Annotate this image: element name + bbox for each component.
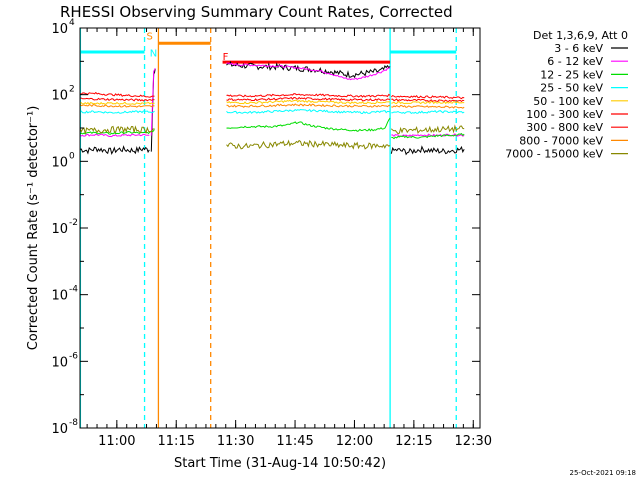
x-tick-label: 11:00 — [98, 434, 135, 449]
series-line — [390, 124, 465, 135]
series-line — [391, 132, 465, 140]
series-line — [226, 117, 391, 132]
y-tick-exponent: 0 — [69, 151, 75, 161]
series-line — [226, 62, 391, 81]
x-tick-label: 12:15 — [395, 434, 432, 449]
chart-title: RHESSI Observing Summary Count Rates, Co… — [60, 3, 453, 21]
series-line — [226, 99, 391, 105]
series-12-25kev — [79, 117, 465, 140]
series-line — [226, 93, 391, 98]
overlay-label: S — [147, 32, 153, 43]
legend-label: 50 - 100 keV — [533, 95, 603, 108]
y-tick-exponent: 4 — [69, 18, 75, 28]
legend-label: 12 - 25 keV — [540, 68, 603, 81]
legend-header: Det 1,3,6,9, Att 0 — [533, 29, 628, 42]
x-tick-label: 12:00 — [336, 434, 373, 449]
series-line — [391, 104, 465, 109]
legend-label: 7000 - 15000 keV — [505, 148, 603, 161]
legend-label: 6 - 12 keV — [547, 55, 603, 68]
series-3-6kev — [79, 61, 465, 156]
legend-label: 800 - 7000 keV — [519, 134, 603, 147]
series-100-300kev — [79, 91, 465, 100]
legend-label: 25 - 50 keV — [540, 82, 603, 95]
series-line — [150, 68, 156, 136]
x-tick-label: 11:45 — [276, 434, 313, 449]
x-axis-label: Start Time (31-Aug-14 10:50:42) — [174, 456, 386, 471]
series-line — [79, 91, 155, 98]
series-line — [79, 145, 150, 155]
series-line — [226, 61, 391, 79]
series-line — [79, 97, 155, 102]
series-line — [226, 139, 391, 150]
series-line — [79, 110, 155, 114]
overlay-label: N — [150, 48, 157, 59]
series-line — [390, 94, 465, 100]
series-25-50kev — [79, 108, 465, 115]
series-300-800kev — [79, 96, 465, 103]
y-tick-exponent: -8 — [69, 418, 78, 428]
y-tick-label: 10 — [51, 222, 68, 237]
y-tick-label: 10 — [51, 22, 68, 37]
plot-frame — [79, 27, 481, 429]
y-tick-label: 10 — [51, 155, 68, 170]
overlay-label: F — [223, 52, 229, 63]
timestamp: 25-Oct-2021 09:18 — [570, 469, 636, 477]
x-axis-ticks: 11:00 11:15 11:30 11:45 12:00 12:15 12:30 — [86, 28, 492, 449]
series-line — [226, 96, 391, 102]
series-line — [79, 129, 155, 135]
series-layer — [79, 61, 465, 156]
series-line — [79, 133, 150, 138]
series-line — [226, 103, 391, 108]
overlay-layer: SN F — [79, 28, 457, 428]
series-line — [390, 145, 465, 156]
series-line — [391, 110, 465, 115]
series-line — [391, 100, 465, 105]
series-7000-15000kev — [79, 124, 465, 150]
y-tick-label: 10 — [51, 289, 68, 304]
y-tick-label: 10 — [51, 89, 68, 104]
y-axis-label: Corrected Count Rate (s⁻¹ detector⁻¹) — [26, 106, 41, 351]
series-line — [79, 125, 155, 135]
legend-label: 100 - 300 keV — [526, 108, 603, 121]
x-tick-label: 11:30 — [217, 434, 254, 449]
y-tick-label: 10 — [51, 422, 68, 437]
y-tick-exponent: -4 — [69, 285, 78, 295]
legend-label: 3 - 6 keV — [554, 42, 603, 55]
y-tick-label: 10 — [51, 355, 68, 370]
series-50-100kev — [80, 99, 465, 105]
y-tick-exponent: 2 — [69, 85, 75, 95]
legend-label: 300 - 800 keV — [526, 121, 603, 134]
series-800-7000kev — [79, 103, 465, 109]
x-tick-label: 11:15 — [158, 434, 195, 449]
y-tick-exponent: -2 — [69, 218, 78, 228]
series-line — [79, 103, 155, 108]
series-line — [391, 98, 465, 103]
y-tick-exponent: -6 — [69, 351, 78, 361]
series-line — [80, 101, 155, 105]
x-tick-label: 12:30 — [455, 434, 492, 449]
series-line — [226, 108, 391, 115]
